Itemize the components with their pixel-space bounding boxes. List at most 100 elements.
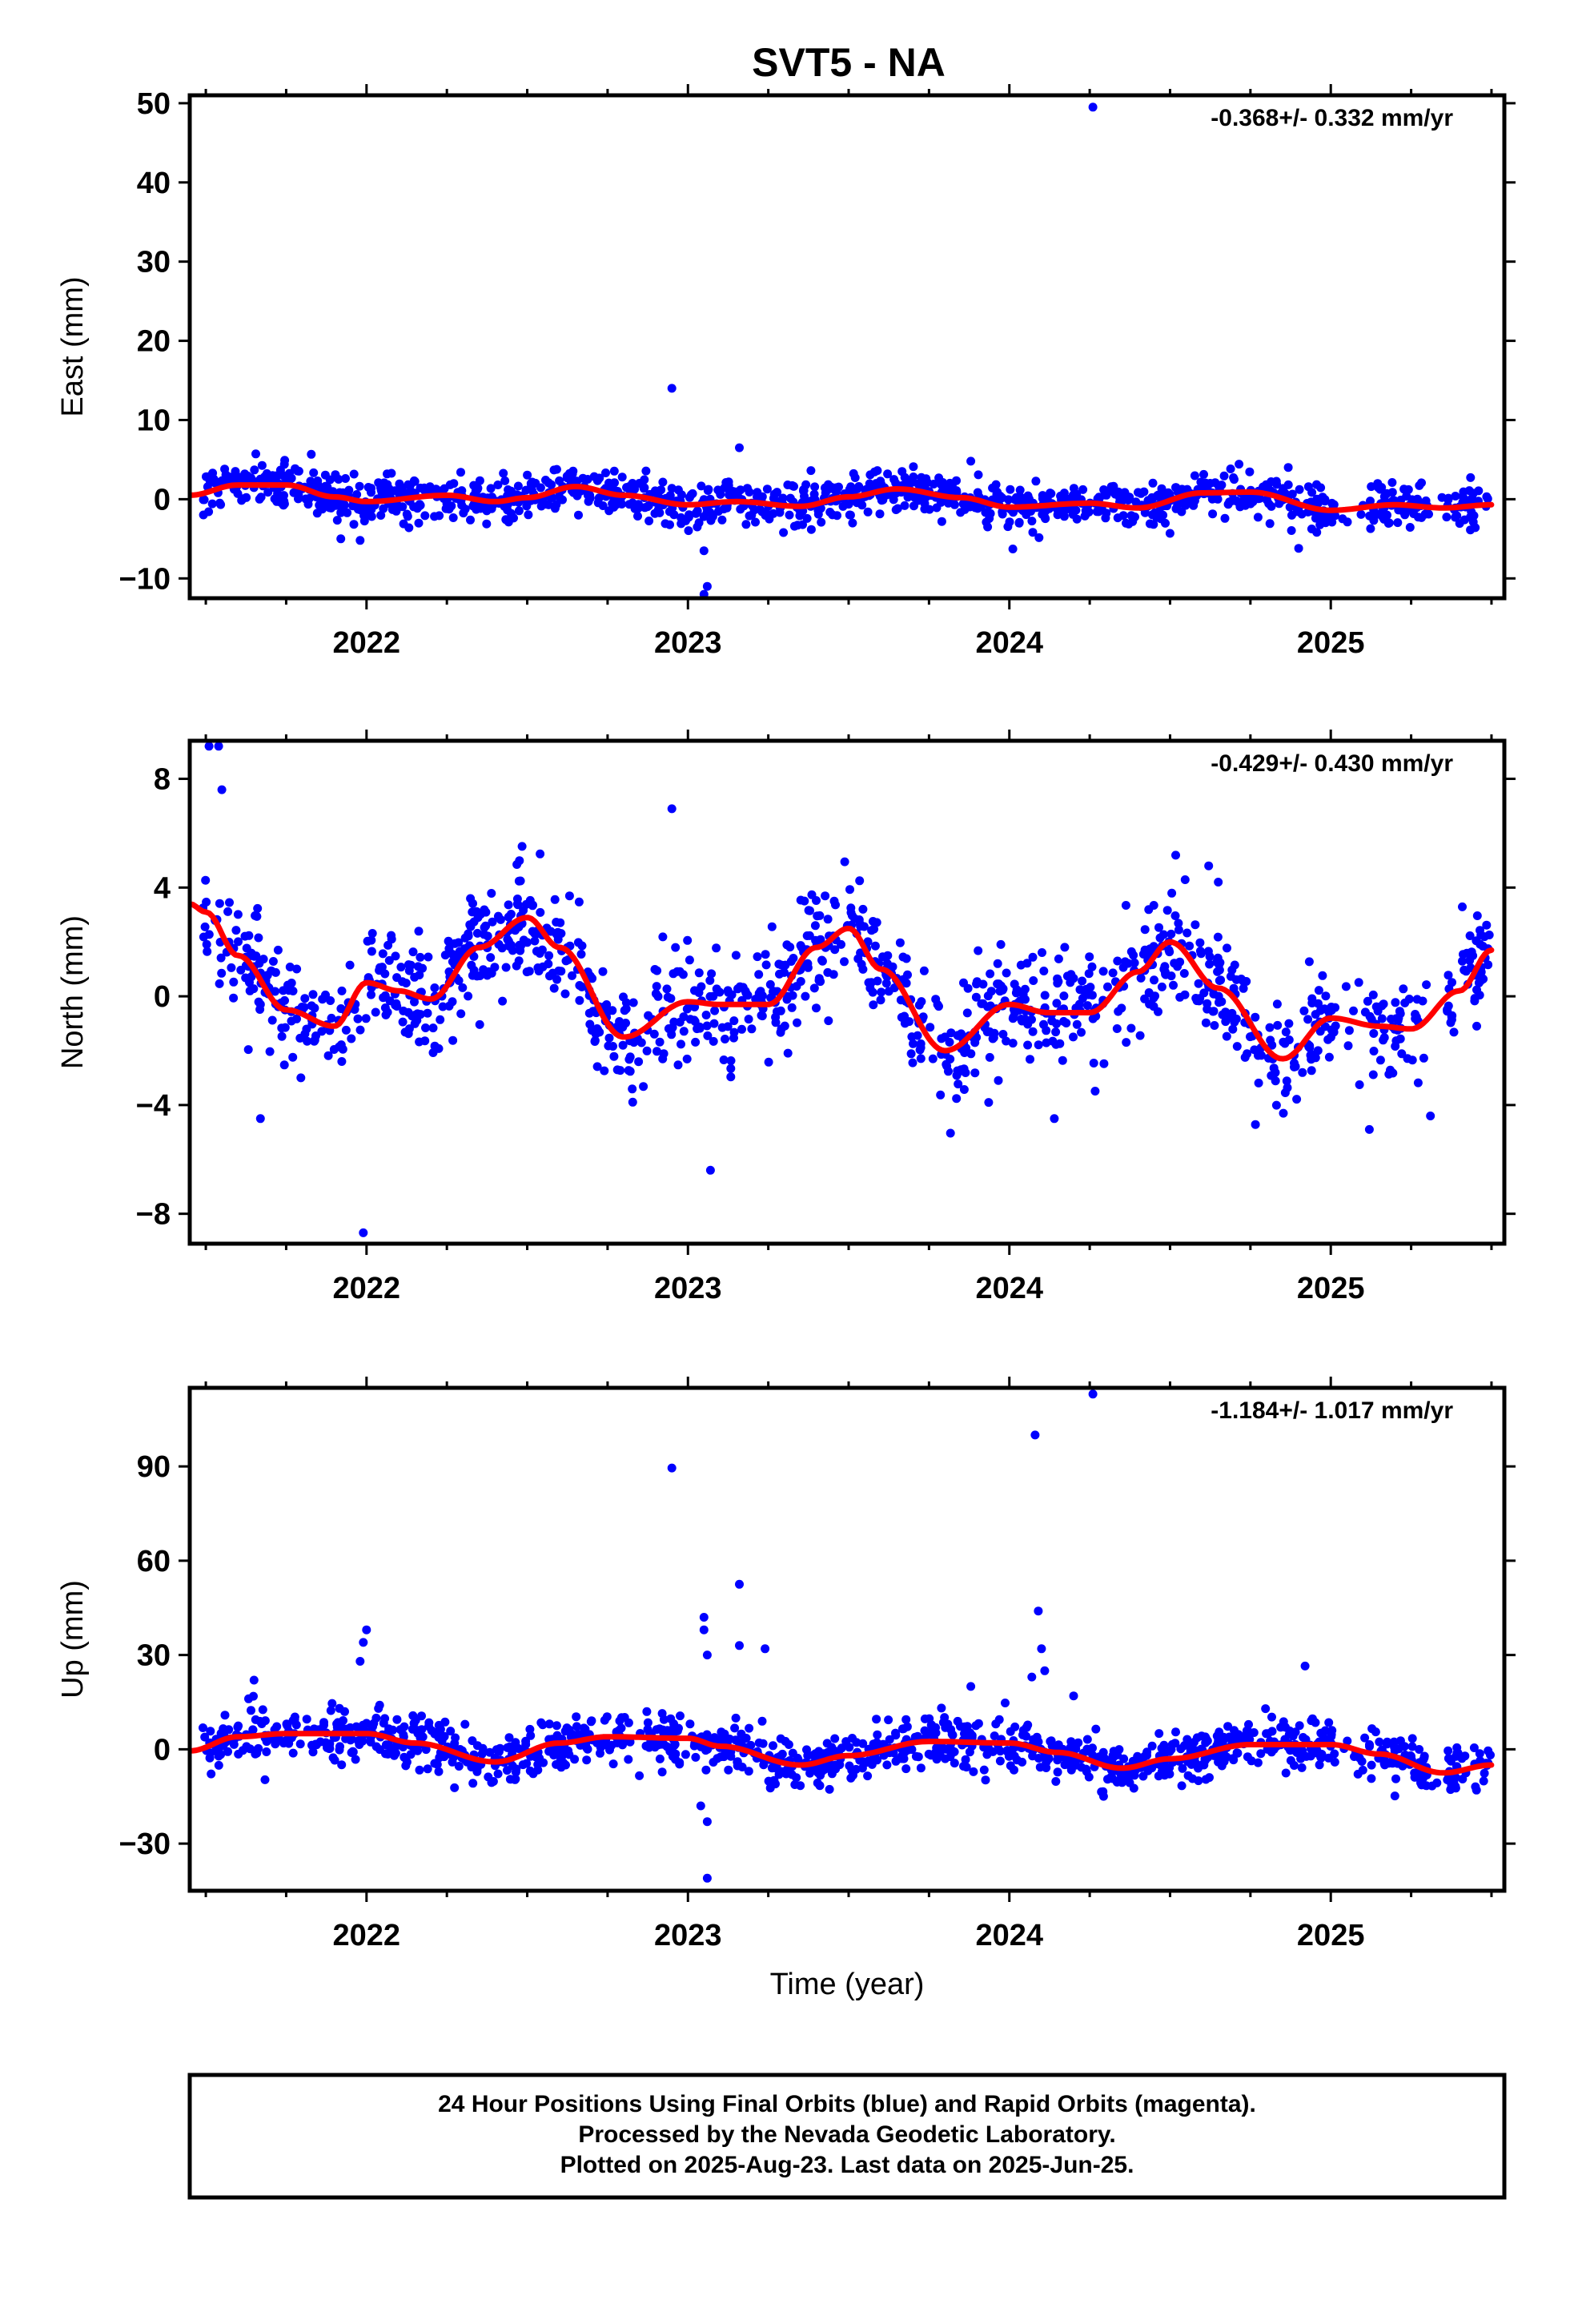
east-point: [1474, 486, 1484, 496]
north-point: [679, 1027, 689, 1036]
up-point: [1053, 1767, 1062, 1777]
up-point: [415, 1765, 424, 1775]
north-point: [652, 982, 661, 991]
east-point: [312, 509, 322, 518]
north-point: [1231, 1014, 1241, 1023]
north-point: [1021, 995, 1030, 1004]
north-point: [392, 1002, 402, 1011]
north-point: [1476, 939, 1485, 949]
up-point: [392, 1715, 402, 1724]
up-point: [670, 1727, 680, 1736]
east-point: [609, 466, 619, 476]
east-point: [875, 509, 885, 519]
up-point: [1480, 1768, 1489, 1778]
north-point: [436, 1015, 445, 1024]
north-point: [1149, 993, 1158, 1003]
east-point: [1267, 477, 1276, 486]
up-point: [308, 1747, 318, 1757]
north-point: [1089, 1059, 1098, 1068]
up-point: [454, 1762, 464, 1771]
east-point: [263, 488, 273, 497]
north-point: [1314, 999, 1323, 1008]
east-frame: [187, 93, 1507, 601]
east-point: [486, 484, 496, 493]
east-panel: −10 0 10 20 30 40 50 2022 2023 2024 2025 East (mm) -…: [56, 84, 1516, 660]
up-point: [1201, 1775, 1211, 1784]
east-point: [762, 485, 772, 494]
east-point: [1229, 473, 1239, 482]
north-point: [757, 1011, 767, 1021]
up-point: [737, 1729, 746, 1739]
east-point: [1078, 485, 1088, 494]
up-point: [413, 1728, 423, 1738]
north-point: [550, 895, 560, 904]
north-point: [1397, 1049, 1407, 1059]
east-point: [686, 490, 696, 500]
north-point: [383, 940, 393, 950]
up-point: [1140, 1751, 1150, 1761]
up-point: [967, 1731, 977, 1740]
east-point: [355, 481, 364, 491]
north-point: [729, 1027, 739, 1037]
north-point: [1349, 1006, 1358, 1015]
up-point: [369, 1719, 379, 1728]
east-point: [667, 484, 677, 493]
east-point: [1283, 463, 1293, 472]
north-point: [764, 1057, 773, 1067]
east-point: [1140, 508, 1150, 517]
north-point: [954, 1031, 963, 1040]
up-point: [346, 1735, 355, 1745]
north-point: [634, 1057, 644, 1067]
north-point: [1212, 957, 1222, 967]
north-point: [512, 860, 522, 869]
east-outlier-point: [699, 546, 709, 556]
east-point: [883, 469, 893, 479]
north-point: [514, 956, 524, 966]
north-point: [1228, 1024, 1238, 1034]
north-point: [464, 991, 473, 1001]
north-point: [998, 985, 1007, 995]
north-point: [1162, 906, 1172, 915]
north-point: [1157, 982, 1166, 991]
east-point: [1152, 492, 1162, 501]
up-point: [600, 1738, 610, 1747]
east-y-tick-label: 10: [137, 404, 171, 437]
east-point: [1163, 488, 1173, 497]
east-point: [640, 503, 649, 513]
east-point: [1101, 513, 1110, 523]
east-point: [1219, 471, 1229, 480]
north-point: [1155, 933, 1165, 943]
east-point: [1239, 495, 1248, 505]
north-point: [1232, 1042, 1242, 1051]
north-point: [1284, 1019, 1294, 1028]
east-y-tick-label: 0: [154, 483, 171, 517]
north-point: [411, 1015, 420, 1024]
north-point: [1135, 1031, 1145, 1040]
north-point: [671, 943, 681, 952]
up-point: [1365, 1740, 1374, 1749]
east-point: [1312, 528, 1322, 537]
north-point: [1341, 982, 1351, 991]
up-outlier-point: [1069, 1691, 1078, 1701]
east-point: [1031, 476, 1041, 486]
north-point: [753, 952, 762, 962]
east-point: [1123, 496, 1133, 505]
north-outlier-point: [1214, 878, 1223, 887]
east-point: [500, 476, 510, 485]
north-point: [590, 1035, 600, 1045]
north-point: [564, 891, 574, 901]
east-point: [633, 512, 642, 521]
north-point: [1082, 1001, 1092, 1011]
north-point: [501, 963, 511, 972]
up-point: [805, 1768, 815, 1778]
up-point: [946, 1725, 956, 1735]
north-point: [628, 1084, 637, 1094]
up-point: [796, 1781, 805, 1791]
east-point: [944, 498, 953, 508]
up-point: [691, 1752, 701, 1762]
up-outlier-point: [1034, 1606, 1043, 1616]
up-point: [1088, 1743, 1097, 1753]
up-point: [401, 1761, 411, 1771]
east-point: [802, 513, 812, 523]
east-point: [541, 500, 551, 509]
